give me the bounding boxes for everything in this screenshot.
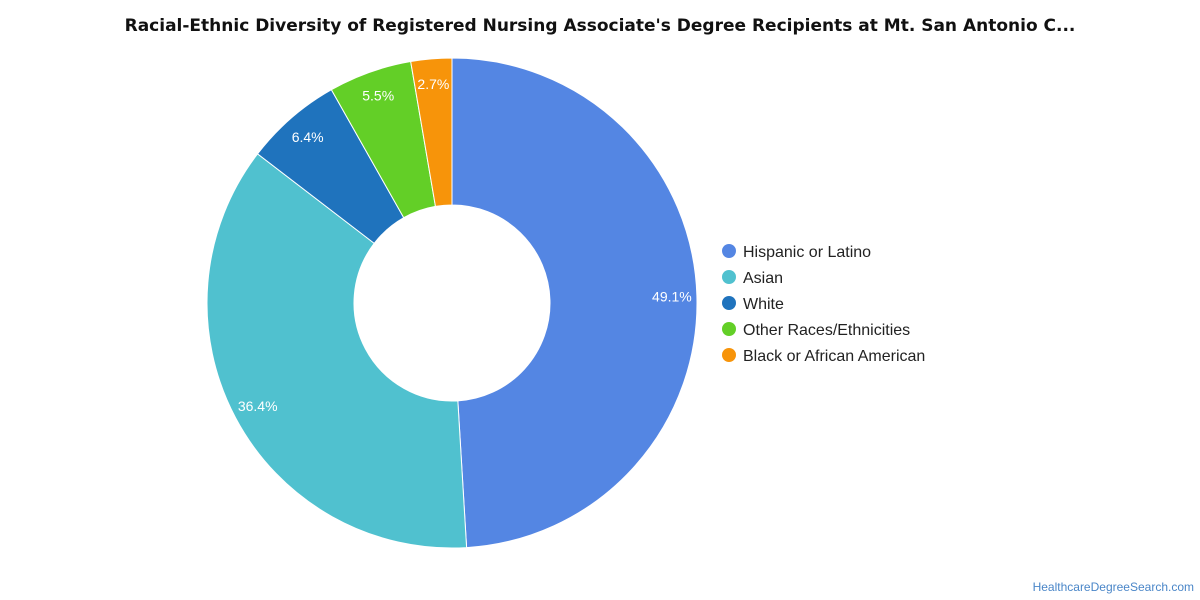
slice-black-or-african-american[interactable] xyxy=(410,57,453,207)
slice-label-black-or-african-american: 2.7% xyxy=(417,76,449,92)
chart-title: Racial-Ethnic Diversity of Registered Nu… xyxy=(124,16,1076,36)
legend-swatch xyxy=(722,270,736,284)
legend-label: Other Races/Ethnicities xyxy=(743,322,910,339)
legend-item-asian[interactable]: Asian xyxy=(722,270,783,287)
legend-label: Asian xyxy=(743,270,783,287)
legend: Hispanic or Latino Asian White Other Races/… xyxy=(722,244,925,365)
slice-label-hispanic-or-latino: 49.1% xyxy=(652,288,692,304)
slices-group xyxy=(206,57,698,549)
legend-label: Hispanic or Latino xyxy=(743,244,871,261)
slice-asian[interactable] xyxy=(206,153,468,549)
legend-item-black-or-african-american[interactable]: Black or African American xyxy=(722,348,925,365)
slice-label-white: 6.4% xyxy=(292,129,324,145)
slice-labels-group: 49.1% 36.4% 6.4% 5.5% 2.7% xyxy=(238,76,692,414)
legend-label: White xyxy=(743,296,784,313)
legend-swatch xyxy=(722,322,736,336)
legend-label: Black or African American xyxy=(743,348,925,365)
legend-swatch xyxy=(722,296,736,310)
source-link[interactable]: HealthcareDegreeSearch.com xyxy=(1032,580,1194,594)
slice-label-other-races-ethnicities: 5.5% xyxy=(362,88,394,104)
legend-item-white[interactable]: White xyxy=(722,296,784,313)
legend-swatch xyxy=(722,244,736,258)
slice-hispanic-or-latino[interactable] xyxy=(451,57,698,549)
slice-label-asian: 36.4% xyxy=(238,398,278,414)
legend-item-other-races-ethnicities[interactable]: Other Races/Ethnicities xyxy=(722,322,910,339)
legend-swatch xyxy=(722,348,736,362)
legend-item-hispanic-or-latino[interactable]: Hispanic or Latino xyxy=(722,244,871,261)
